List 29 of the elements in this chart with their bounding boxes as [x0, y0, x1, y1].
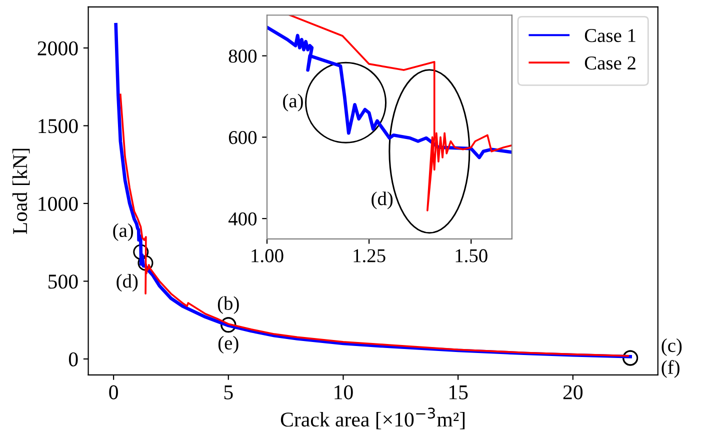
annotation: (e) [218, 336, 238, 354]
annotation: (a) [113, 223, 134, 241]
annotation: (d) [116, 274, 138, 292]
annotation: (f) [662, 360, 680, 378]
line-series [267, 26, 512, 160]
y-tick-label: 500 [48, 274, 78, 289]
y-tick-label: 400 [228, 212, 257, 226]
x-axis-title: Crack area [×10$^{−3}$m²] [280, 408, 465, 430]
annotation: (a) [283, 94, 303, 112]
y-tick-label: 0 [68, 352, 78, 366]
y-tick-label: 600 [228, 130, 257, 144]
annotation: (d) [372, 192, 393, 210]
annotation: (b) [218, 296, 239, 314]
x-tick-label: 20 [563, 385, 583, 400]
x-tick-label: 1.00 [252, 249, 284, 262]
y-tick-label: 800 [228, 50, 257, 63]
y-axis-title: Load [kN] [12, 148, 30, 234]
y-tick-label: 1000 [38, 196, 78, 211]
annotation: (c) [662, 338, 682, 356]
x-tick-label: 1.25 [354, 249, 386, 262]
x-tick-label: 10 [334, 385, 353, 400]
legend-label: Case 1 [584, 29, 636, 42]
y-tick-label: 1500 [38, 119, 78, 134]
x-tick-label: 15 [449, 385, 468, 400]
x-tick-label: 0 [109, 385, 118, 400]
legend-label: Case 2 [584, 56, 636, 70]
x-tick-label: 1.50 [456, 249, 488, 262]
x-tick-label: 5 [224, 386, 233, 400]
y-tick-label: 2000 [38, 41, 78, 56]
